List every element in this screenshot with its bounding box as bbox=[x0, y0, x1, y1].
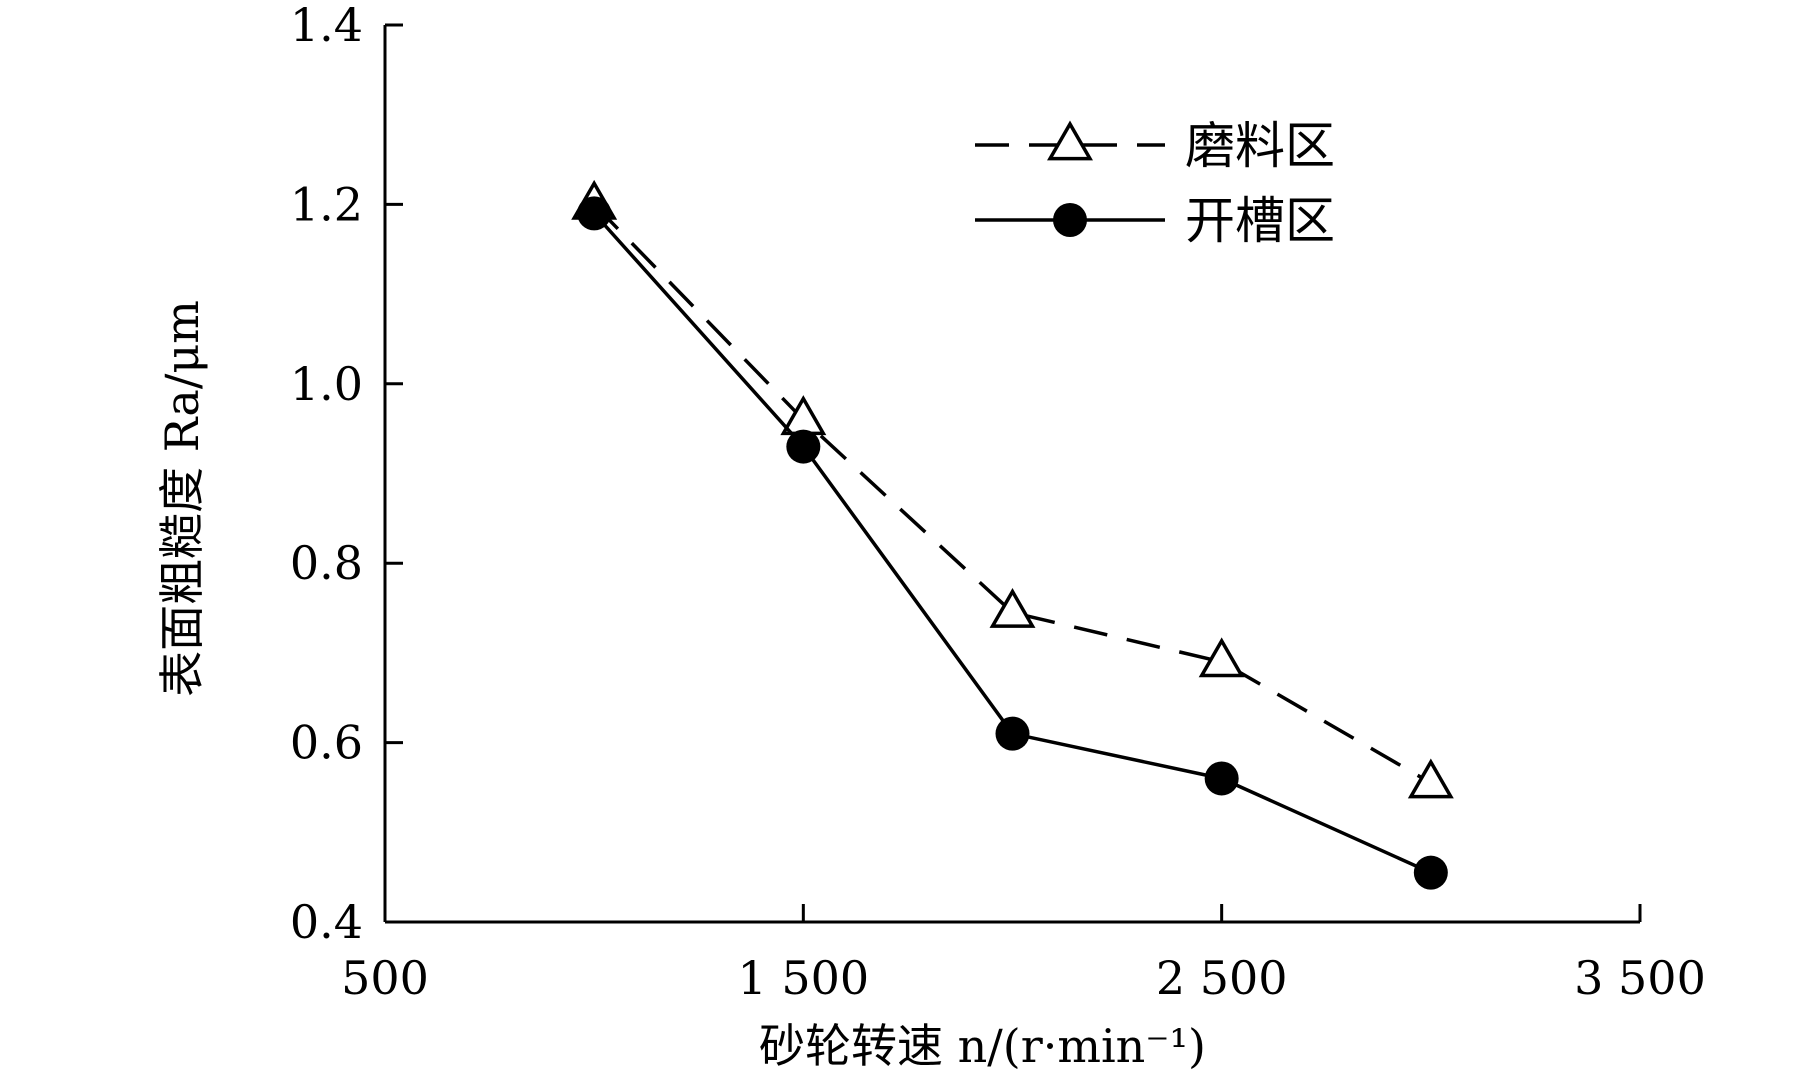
x-tick-label: 500 bbox=[341, 951, 429, 1005]
y-tick-label: 1.4 bbox=[290, 0, 363, 52]
circle-marker bbox=[1413, 855, 1448, 890]
series-2 bbox=[577, 196, 1448, 890]
axes bbox=[383, 25, 1640, 924]
x-tick-label: 2 500 bbox=[1156, 951, 1288, 1005]
y-tick-label: 1.0 bbox=[290, 357, 363, 411]
series-1 bbox=[571, 179, 1454, 799]
series-layer bbox=[571, 179, 1454, 890]
circle-marker bbox=[786, 429, 821, 464]
legend-triangle-marker bbox=[1047, 120, 1093, 161]
x-tick-label: 3 500 bbox=[1574, 951, 1706, 1005]
legend-circle-marker bbox=[1053, 203, 1087, 237]
y-tick-label: 0.6 bbox=[290, 716, 363, 770]
x-axis-title: 砂轮转速 n/(r·min⁻¹) bbox=[759, 1019, 1206, 1073]
legend-label: 磨料区 bbox=[1185, 117, 1335, 175]
circle-marker bbox=[1204, 761, 1239, 796]
circle-marker bbox=[995, 716, 1030, 751]
y-tick-label: 0.8 bbox=[290, 536, 363, 590]
circle-marker bbox=[577, 196, 612, 231]
triangle-marker bbox=[1407, 758, 1454, 799]
legend-item-2: 开槽区 bbox=[975, 192, 1335, 250]
series-line bbox=[592, 203, 1432, 785]
series-line bbox=[592, 212, 1432, 875]
legend-item-1: 磨料区 bbox=[975, 117, 1335, 175]
ticks: 0.4 0.6 0.8 1.0 1.2 1.4 500 1 500 2 500 3 500 bbox=[290, 0, 1706, 1005]
y-tick-label: 1.2 bbox=[290, 177, 363, 231]
triangle-marker bbox=[1198, 637, 1245, 678]
triangle-marker bbox=[989, 588, 1036, 628]
legend-label: 开槽区 bbox=[1185, 192, 1335, 250]
x-tick-label: 1 500 bbox=[737, 951, 869, 1005]
y-tick-label: 0.4 bbox=[290, 895, 363, 949]
y-axis-title: 表面粗糙度 Ra/μm bbox=[155, 300, 209, 697]
